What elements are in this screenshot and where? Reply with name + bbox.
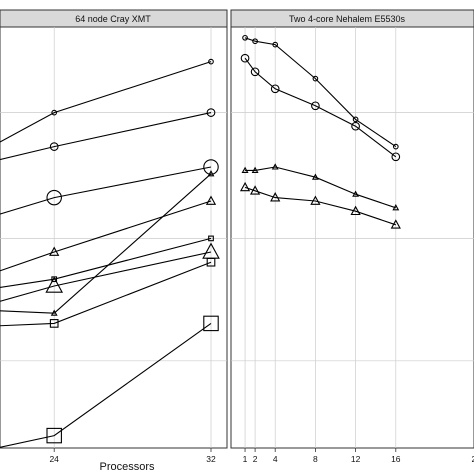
x-tick-label: 4: [273, 454, 278, 464]
panel-strip-label: 64 node Cray XMT: [75, 14, 151, 24]
point-circle: [208, 58, 214, 65]
plot-area: [0, 26, 228, 449]
point-triangle: [50, 309, 58, 316]
x-axis-title: Processors: [99, 461, 155, 473]
point-triangle: [251, 166, 259, 173]
point-triangle: [49, 246, 60, 256]
panel-cray-xmt: 64 node Cray XMT 12162432: [0, 9, 228, 464]
point-circle: [206, 108, 216, 117]
panel-nehalem: Two 4-core Nehalem E5530s 1248121624: [230, 9, 474, 464]
point-circle: [391, 152, 401, 162]
series-layer: [0, 58, 220, 448]
series-line: [0, 112, 212, 161]
x-tick-labels: 12162432: [49, 448, 216, 464]
point-circle: [352, 116, 359, 123]
point-triangle: [271, 163, 279, 170]
gridlines: [0, 27, 227, 448]
point-circle: [311, 101, 320, 111]
series-line: [0, 173, 212, 314]
point-circle: [250, 67, 260, 77]
point-circle: [272, 41, 279, 48]
point-triangle: [311, 173, 319, 180]
point-circle: [351, 121, 360, 131]
plot-area: [230, 26, 474, 449]
point-circle: [270, 84, 280, 94]
point-triangle: [392, 204, 400, 211]
point-circle: [46, 189, 62, 206]
point-circle: [51, 109, 58, 116]
panel-strip-label: Two 4-core Nehalem E5530s: [289, 14, 406, 24]
point-triangle: [207, 170, 215, 177]
point-square: [46, 427, 62, 444]
x-tick-label: 1: [243, 454, 248, 464]
x-tick-label: 2: [253, 454, 258, 464]
x-tick-label: 12: [351, 454, 361, 464]
point-triangle: [205, 195, 217, 205]
point-triangle: [241, 166, 249, 173]
series-line: [0, 251, 212, 302]
x-tick-label: 8: [313, 454, 318, 464]
series-line: [244, 37, 397, 148]
point-square: [203, 315, 219, 332]
series-line: [244, 57, 397, 158]
point-triangle: [390, 219, 401, 229]
x-tick-labels: 1248121624: [243, 448, 474, 464]
point-circle: [240, 53, 250, 63]
series-line: [0, 200, 212, 272]
series-line: [0, 61, 212, 143]
point-triangle: [45, 276, 64, 293]
point-triangle: [310, 195, 321, 205]
series-group: [0, 58, 220, 448]
point-circle: [252, 38, 258, 45]
x-tick-label: 32: [206, 454, 216, 464]
series-line: [0, 261, 212, 327]
series-layer: [239, 34, 401, 229]
x-tick-label: 24: [471, 454, 474, 464]
point-triangle: [270, 192, 281, 202]
point-square: [206, 257, 216, 267]
gridlines: [231, 27, 474, 448]
series-group: [239, 34, 401, 229]
point-triangle: [239, 181, 251, 192]
point-circle: [242, 34, 248, 41]
point-triangle: [350, 205, 361, 216]
point-square: [51, 276, 58, 283]
x-tick-label: 24: [49, 454, 59, 464]
point-square: [208, 235, 214, 242]
series-line: [0, 237, 212, 288]
point-triangle: [249, 185, 261, 195]
series-line: [0, 166, 212, 215]
point-circle: [312, 75, 319, 82]
series-line: [0, 322, 212, 448]
point-triangle: [352, 190, 360, 197]
point-circle: [392, 143, 399, 150]
x-tick-label: 16: [391, 454, 401, 464]
point-circle: [49, 142, 59, 151]
point-square: [49, 319, 59, 328]
